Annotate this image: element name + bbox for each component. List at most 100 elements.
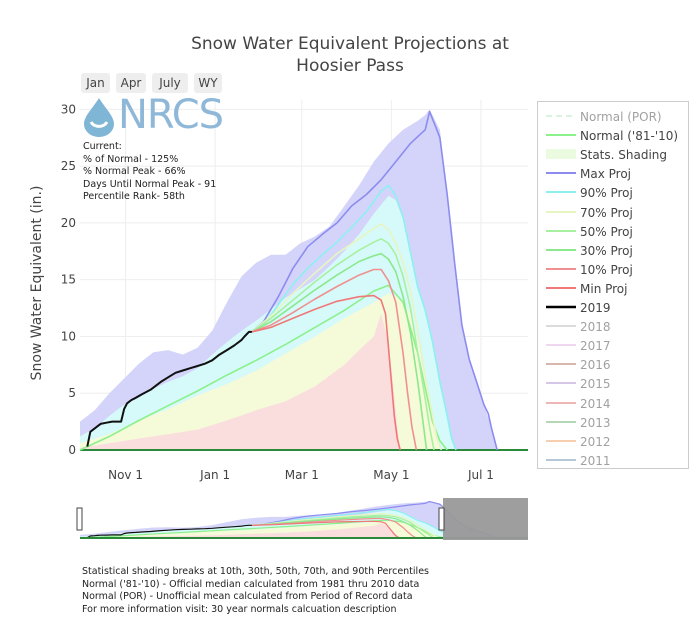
legend-swatch-icon: [546, 401, 576, 404]
legend-swatch-icon: [546, 382, 576, 385]
legend: Normal (POR) Normal ('81-'10) Stats. Shadi…: [537, 101, 689, 469]
legend-item-30-proj[interactable]: 30% Proj: [538, 241, 688, 260]
legend-swatch-icon: [546, 458, 576, 461]
legend-item-normal-por[interactable]: Normal (POR): [538, 107, 688, 126]
y-tick-label: 25: [61, 159, 76, 173]
mini-series-30-proj: [251, 516, 427, 539]
mini-series-min-proj: [251, 520, 401, 539]
legend-swatch-icon: [546, 344, 576, 347]
range-slider[interactable]: [76, 498, 528, 540]
info-line: % Normal Peak - 66%: [83, 166, 186, 177]
range-button-apr[interactable]: Apr: [116, 73, 146, 93]
legend-swatch-icon: [546, 286, 576, 289]
legend-item-2012[interactable]: 2012: [538, 432, 688, 451]
mini-shading-30-band: [80, 523, 401, 538]
legend-label: Max Proj: [580, 167, 631, 182]
legend-swatch-icon: [546, 210, 576, 213]
y-tick-label: 15: [61, 273, 76, 287]
legend-label: 2016: [580, 358, 611, 373]
legend-item-2014[interactable]: 2014: [538, 394, 688, 413]
series-line-normal-81-10-: [79, 284, 448, 451]
legend-label: Min Proj: [580, 281, 628, 296]
legend-item-2016[interactable]: 2016: [538, 355, 688, 374]
legend-swatch-icon: [546, 305, 576, 309]
legend-item-normal-81-10[interactable]: Normal ('81-'10): [538, 126, 688, 145]
series-lines: [79, 110, 528, 451]
legend-item-70-proj[interactable]: 70% Proj: [538, 203, 688, 222]
legend-item-90-proj[interactable]: 90% Proj: [538, 183, 688, 202]
info-line: Percentile Rank- 58th: [83, 191, 185, 202]
range-button-wy[interactable]: WY: [194, 73, 222, 93]
legend-item-max-proj[interactable]: Max Proj: [538, 164, 688, 183]
legend-item-2013[interactable]: 2013: [538, 413, 688, 432]
legend-item-2011[interactable]: 2011: [538, 451, 688, 470]
axes: 0 5 10 15 20 25 30 Nov 1 Jan 1 Mar 1 May 1 Jul 1: [61, 102, 494, 482]
series-line-min-proj: [251, 294, 401, 451]
range-button-july[interactable]: July: [152, 73, 188, 93]
legend-label: Normal (POR): [580, 110, 662, 124]
legend-label: 90% Proj: [580, 186, 633, 201]
legend-swatch-icon: [546, 149, 576, 160]
x-tick-label: Nov 1: [108, 468, 143, 482]
current-stats: Current: % of Normal - 125% % Normal Pea…: [83, 141, 216, 204]
legend-label: 2011: [580, 453, 611, 468]
legend-item-stats-shading[interactable]: Stats. Shading: [538, 145, 688, 164]
series-line-10-proj: [251, 268, 418, 451]
legend-swatch-icon: [546, 229, 576, 232]
series-line-max-proj: [251, 110, 498, 451]
legend-label: 10% Proj: [580, 262, 633, 277]
legend-swatch-icon: [546, 325, 576, 328]
legend-item-2017[interactable]: 2017: [538, 336, 688, 355]
series-line-2019: [86, 330, 252, 447]
series-line-90-proj: [251, 184, 457, 451]
legend-swatch-icon: [546, 363, 576, 366]
legend-swatch-icon: [546, 191, 576, 194]
mini-series-50-proj: [251, 514, 435, 539]
mini-series-2019: [87, 524, 252, 539]
x-tick-label: May 1: [373, 468, 409, 482]
x-tick-label: Mar 1: [285, 468, 319, 482]
legend-item-min-proj[interactable]: Min Proj: [538, 279, 688, 298]
legend-swatch-icon: [546, 248, 576, 251]
y-tick-label: 20: [61, 216, 76, 230]
footnotes: Statistical shading breaks at 10th, 30th…: [82, 566, 429, 616]
legend-swatch-icon: [546, 439, 576, 442]
legend-label: 2014: [580, 396, 611, 411]
legend-swatch-icon: [546, 172, 576, 175]
legend-label: 70% Proj: [580, 205, 633, 220]
legend-item-2019[interactable]: 2019: [538, 298, 688, 317]
legend-label: 2015: [580, 377, 611, 392]
legend-label: Normal ('81-'10): [580, 129, 679, 144]
series-line-50-proj: [251, 238, 435, 451]
series-line-30-proj: [251, 252, 428, 451]
y-axis-label: Snow Water Equivalent (in.): [29, 185, 45, 381]
mini-series-normal-81-10-: [79, 519, 448, 539]
legend-swatch-icon: [546, 134, 576, 137]
info-line: Current:: [83, 141, 122, 152]
info-line: % of Normal - 125%: [83, 153, 179, 165]
info-line: Days Until Normal Peak - 91: [83, 178, 217, 190]
legend-item-2015[interactable]: 2015: [538, 374, 688, 393]
footnote: Normal (POR) - Unofficial mean calculate…: [82, 591, 413, 602]
y-tick-label: 30: [61, 102, 76, 116]
legend-label: 50% Proj: [580, 224, 633, 239]
footnote: Statistical shading breaks at 10th, 30th…: [82, 566, 429, 577]
footnote: For more information visit: 30 year norm…: [82, 603, 397, 615]
legend-label: 2013: [580, 415, 611, 430]
legend-item-50-proj[interactable]: 50% Proj: [538, 222, 688, 241]
x-tick-label: Jul 1: [467, 468, 494, 482]
legend-item-2018[interactable]: 2018: [538, 317, 688, 336]
mini-series-10-proj: [251, 517, 417, 539]
legend-item-10-proj[interactable]: 10% Proj: [538, 260, 688, 279]
range-handle-left[interactable]: [76, 507, 83, 531]
range-button-jan[interactable]: Jan: [81, 73, 110, 93]
legend-label: 2017: [580, 339, 611, 354]
legend-label: 2018: [580, 320, 611, 335]
water-drop-logo-icon: [84, 98, 114, 137]
chart-title: Snow Water Equivalent Projections at Hoo…: [191, 34, 509, 76]
range-handle-right[interactable]: [438, 507, 445, 531]
y-tick-label: 0: [68, 443, 76, 457]
logo-text: NRCS: [118, 92, 224, 138]
legend-label: Stats. Shading: [580, 148, 668, 163]
